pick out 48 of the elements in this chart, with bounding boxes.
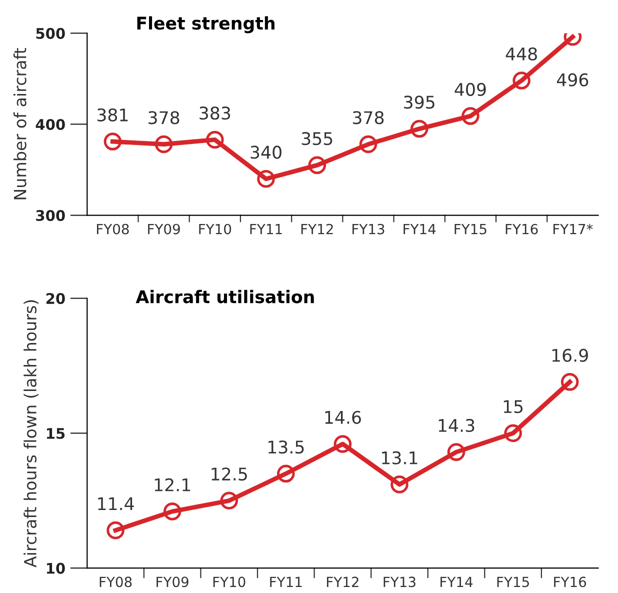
x-tick-label: FY14 — [404, 224, 436, 234]
x-tick-label: FY15 — [454, 224, 486, 234]
x-tick-label: FY13 — [352, 224, 384, 234]
data-label: 16.9 — [552, 348, 588, 362]
data-label: 14.3 — [438, 418, 474, 432]
x-tick-label: FY12 — [301, 224, 333, 234]
data-label: 496 — [556, 73, 588, 86]
x-tick-label: FY11 — [270, 576, 302, 587]
data-label: 378 — [352, 111, 384, 124]
data-label: 381 — [97, 108, 128, 122]
y-tick-label: 500 — [36, 28, 65, 39]
data-label: 395 — [404, 96, 434, 109]
y-axis-title: Number of aircraft — [13, 48, 26, 200]
data-label: 15 — [504, 400, 523, 414]
x-tick-label: FY17* — [553, 224, 593, 234]
data-label: 13.1 — [382, 451, 418, 464]
data-label: 12.1 — [154, 478, 190, 492]
x-tick-label: FY16 — [554, 576, 586, 588]
x-tick-label: FY08 — [100, 576, 132, 588]
data-label: 448 — [506, 47, 537, 61]
data-label: 378 — [148, 111, 180, 124]
y-tick-label: 10 — [46, 562, 65, 574]
x-tick-label: FY10 — [213, 576, 246, 588]
y-tick-label: 300 — [36, 210, 65, 222]
y-tick-label: 20 — [46, 292, 65, 304]
x-tick-label: FY09 — [156, 576, 188, 588]
x-tick-label: FY10 — [199, 224, 232, 234]
data-label: 355 — [302, 132, 332, 146]
data-label: 11.4 — [98, 497, 134, 510]
x-tick-label: FY15 — [497, 576, 529, 588]
chart-title: Aircraft utilisation — [136, 290, 314, 304]
y-tick-label: 15 — [46, 428, 65, 439]
x-tick-label: FY16 — [506, 224, 538, 234]
y-axis-title: Aircraft hours flown (lakh hours) — [24, 300, 38, 568]
x-tick-label: FY12 — [326, 576, 358, 587]
x-tick-label: FY11 — [250, 224, 282, 234]
data-label: 12.5 — [212, 467, 247, 481]
chart-title: Fleet strength — [137, 16, 274, 34]
data-label: 13.5 — [268, 440, 304, 454]
x-tick-label: FY08 — [96, 224, 129, 234]
y-tick-label: 400 — [36, 118, 65, 130]
x-tick-label: FY14 — [440, 576, 473, 587]
data-label: 340 — [250, 146, 282, 159]
x-tick-label: FY13 — [384, 576, 416, 588]
x-tick-label: FY09 — [148, 224, 180, 234]
data-label: 383 — [200, 106, 230, 120]
data-label: 409 — [454, 82, 486, 96]
data-label: 14.6 — [325, 410, 361, 424]
